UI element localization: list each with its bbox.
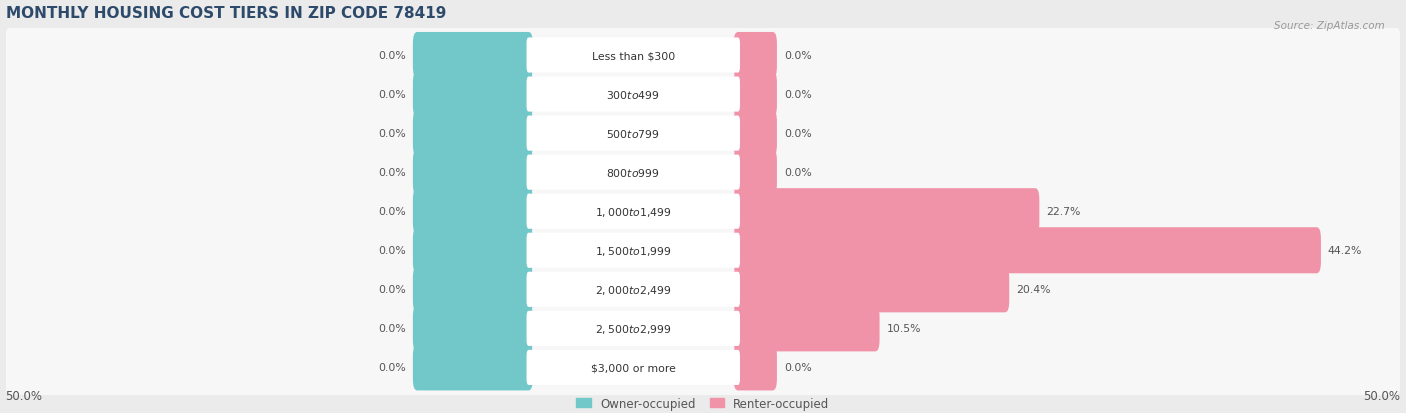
FancyBboxPatch shape (6, 340, 1400, 395)
FancyBboxPatch shape (526, 77, 740, 112)
Text: 0.0%: 0.0% (785, 51, 811, 61)
FancyBboxPatch shape (734, 72, 778, 118)
Text: $2,500 to $2,999: $2,500 to $2,999 (595, 322, 672, 335)
Text: 0.0%: 0.0% (378, 168, 406, 178)
FancyBboxPatch shape (526, 38, 740, 74)
FancyBboxPatch shape (734, 33, 778, 79)
Text: 0.0%: 0.0% (785, 90, 811, 100)
FancyBboxPatch shape (734, 267, 1010, 313)
FancyBboxPatch shape (413, 344, 533, 391)
FancyBboxPatch shape (6, 223, 1400, 278)
FancyBboxPatch shape (526, 155, 740, 190)
Legend: Owner-occupied, Renter-occupied: Owner-occupied, Renter-occupied (576, 396, 830, 410)
Text: 0.0%: 0.0% (378, 285, 406, 294)
Text: $500 to $799: $500 to $799 (606, 128, 659, 140)
FancyBboxPatch shape (734, 189, 1039, 235)
FancyBboxPatch shape (413, 111, 533, 157)
FancyBboxPatch shape (734, 344, 778, 391)
Text: 10.5%: 10.5% (887, 323, 921, 334)
Text: 0.0%: 0.0% (378, 323, 406, 334)
Text: 0.0%: 0.0% (785, 168, 811, 178)
FancyBboxPatch shape (526, 272, 740, 307)
FancyBboxPatch shape (6, 262, 1400, 317)
FancyBboxPatch shape (413, 228, 533, 274)
Text: $800 to $999: $800 to $999 (606, 167, 659, 179)
FancyBboxPatch shape (6, 301, 1400, 356)
FancyBboxPatch shape (734, 228, 1320, 274)
FancyBboxPatch shape (526, 116, 740, 151)
Text: 0.0%: 0.0% (785, 363, 811, 373)
FancyBboxPatch shape (413, 150, 533, 196)
FancyBboxPatch shape (734, 150, 778, 196)
Text: 50.0%: 50.0% (6, 389, 42, 402)
Text: $1,000 to $1,499: $1,000 to $1,499 (595, 205, 672, 218)
Text: 22.7%: 22.7% (1046, 206, 1081, 217)
FancyBboxPatch shape (6, 106, 1400, 161)
FancyBboxPatch shape (6, 67, 1400, 123)
FancyBboxPatch shape (6, 28, 1400, 83)
FancyBboxPatch shape (734, 306, 880, 351)
FancyBboxPatch shape (413, 33, 533, 79)
Text: $1,500 to $1,999: $1,500 to $1,999 (595, 244, 672, 257)
FancyBboxPatch shape (413, 72, 533, 118)
FancyBboxPatch shape (6, 145, 1400, 200)
Text: 44.2%: 44.2% (1327, 246, 1362, 256)
Text: 0.0%: 0.0% (785, 129, 811, 139)
Text: MONTHLY HOUSING COST TIERS IN ZIP CODE 78419: MONTHLY HOUSING COST TIERS IN ZIP CODE 7… (6, 5, 446, 21)
Text: 0.0%: 0.0% (378, 129, 406, 139)
Text: $3,000 or more: $3,000 or more (591, 363, 676, 373)
Text: 0.0%: 0.0% (378, 206, 406, 217)
Text: Source: ZipAtlas.com: Source: ZipAtlas.com (1274, 21, 1385, 31)
FancyBboxPatch shape (526, 311, 740, 346)
FancyBboxPatch shape (526, 350, 740, 385)
Text: 0.0%: 0.0% (378, 246, 406, 256)
Text: Less than $300: Less than $300 (592, 51, 675, 61)
Text: $2,000 to $2,499: $2,000 to $2,499 (595, 283, 672, 296)
Text: 0.0%: 0.0% (378, 363, 406, 373)
FancyBboxPatch shape (413, 267, 533, 313)
Text: $300 to $499: $300 to $499 (606, 89, 659, 101)
Text: 20.4%: 20.4% (1017, 285, 1050, 294)
FancyBboxPatch shape (734, 111, 778, 157)
Text: 50.0%: 50.0% (1364, 389, 1400, 402)
FancyBboxPatch shape (413, 306, 533, 351)
FancyBboxPatch shape (526, 233, 740, 268)
FancyBboxPatch shape (526, 194, 740, 229)
Text: 0.0%: 0.0% (378, 90, 406, 100)
FancyBboxPatch shape (413, 189, 533, 235)
FancyBboxPatch shape (6, 184, 1400, 240)
Text: 0.0%: 0.0% (378, 51, 406, 61)
